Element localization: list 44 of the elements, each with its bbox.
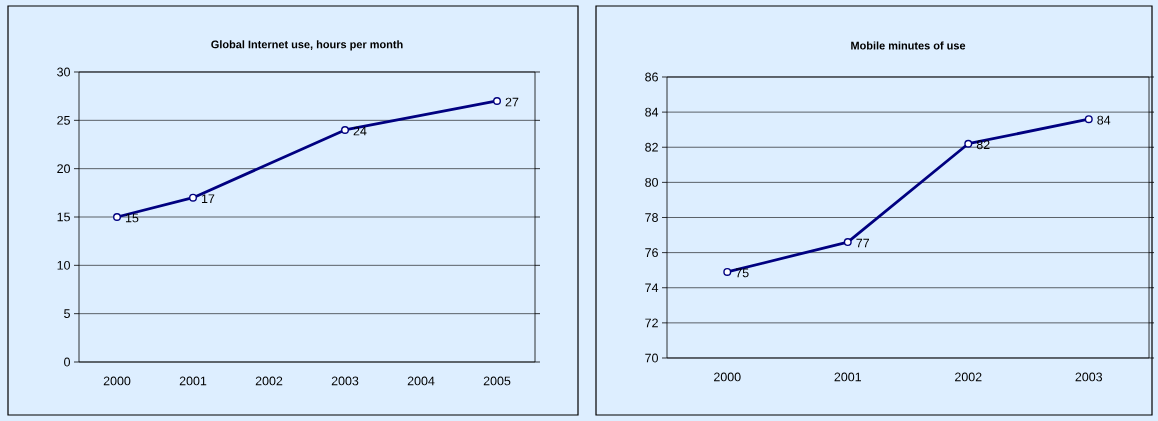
y-tick-label: 78 xyxy=(645,213,658,222)
point xyxy=(493,97,502,105)
y-tick-label: 0 xyxy=(64,357,70,367)
y-tick-label: 25 xyxy=(57,115,70,125)
y-tick-label: 84 xyxy=(645,107,659,117)
y-tick-label: 5 xyxy=(64,309,70,319)
data-label: 17 xyxy=(201,194,215,203)
x-tick-label: 2001 xyxy=(834,372,861,382)
x-tick-label: 2003 xyxy=(331,376,359,386)
y-tick-label: 10 xyxy=(57,260,70,270)
y-tick-label: 76 xyxy=(645,248,658,258)
y-tick-label: 70 xyxy=(645,353,658,363)
data-label: 84 xyxy=(1097,115,1111,125)
y-tick-label: 86 xyxy=(645,72,658,82)
data-label: 75 xyxy=(735,268,749,278)
y-tick-label: 20 xyxy=(57,164,70,174)
x-tick-label: 2004 xyxy=(407,376,435,386)
x-tick-label: 2003 xyxy=(1075,372,1103,382)
point xyxy=(843,238,852,247)
chart-title: Global Internet use, hours per month xyxy=(211,40,403,51)
x-tick-label: 2005 xyxy=(483,376,511,386)
point xyxy=(964,139,973,148)
data-label: 82 xyxy=(976,140,990,150)
y-tick-label: 74 xyxy=(645,283,659,293)
point xyxy=(723,267,732,276)
x-tick-label: 2001 xyxy=(179,376,207,386)
data-label: 77 xyxy=(856,238,870,248)
x-tick-label: 2000 xyxy=(103,376,131,386)
chart-title: Mobile minutes of use xyxy=(851,41,966,50)
data-label: 15 xyxy=(125,213,139,223)
y-tick-label: 30 xyxy=(57,67,70,77)
point xyxy=(341,126,350,134)
point xyxy=(1084,115,1093,124)
y-tick-label: 72 xyxy=(645,318,658,328)
point xyxy=(113,213,122,221)
x-tick-label: 2002 xyxy=(255,376,283,386)
data-label: 24 xyxy=(353,126,367,136)
y-tick-label: 82 xyxy=(645,142,658,152)
y-tick-label: 15 xyxy=(57,212,70,222)
data-label: 27 xyxy=(505,97,519,107)
x-tick-label: 2000 xyxy=(714,372,741,382)
x-tick-label: 2002 xyxy=(955,372,982,382)
point xyxy=(189,193,198,202)
y-tick-label: 80 xyxy=(645,177,658,187)
